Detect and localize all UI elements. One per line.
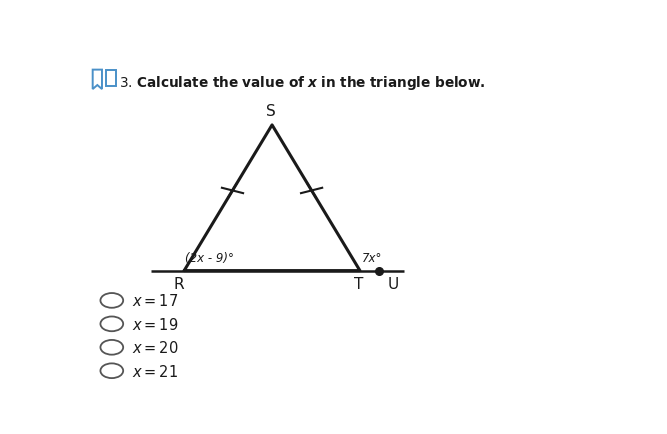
Text: $x = 21$: $x = 21$ xyxy=(133,363,179,379)
Text: 3. $\bf{Calculate\ the\ value\ of}$ $\mathbfit{x}$ $\bf{in\ the\ triangle\ below: 3. $\bf{Calculate\ the\ value\ of}$ $\ma… xyxy=(119,74,485,92)
Text: (2x - 9)°: (2x - 9)° xyxy=(185,251,234,264)
Text: $x = 20$: $x = 20$ xyxy=(133,339,179,355)
Text: R: R xyxy=(173,276,184,291)
Text: $x = 17$: $x = 17$ xyxy=(133,293,179,309)
Text: 7x°: 7x° xyxy=(362,251,382,264)
Text: $x = 19$: $x = 19$ xyxy=(133,316,179,332)
Text: U: U xyxy=(388,276,399,291)
Text: T: T xyxy=(354,276,363,291)
Text: S: S xyxy=(265,104,275,119)
